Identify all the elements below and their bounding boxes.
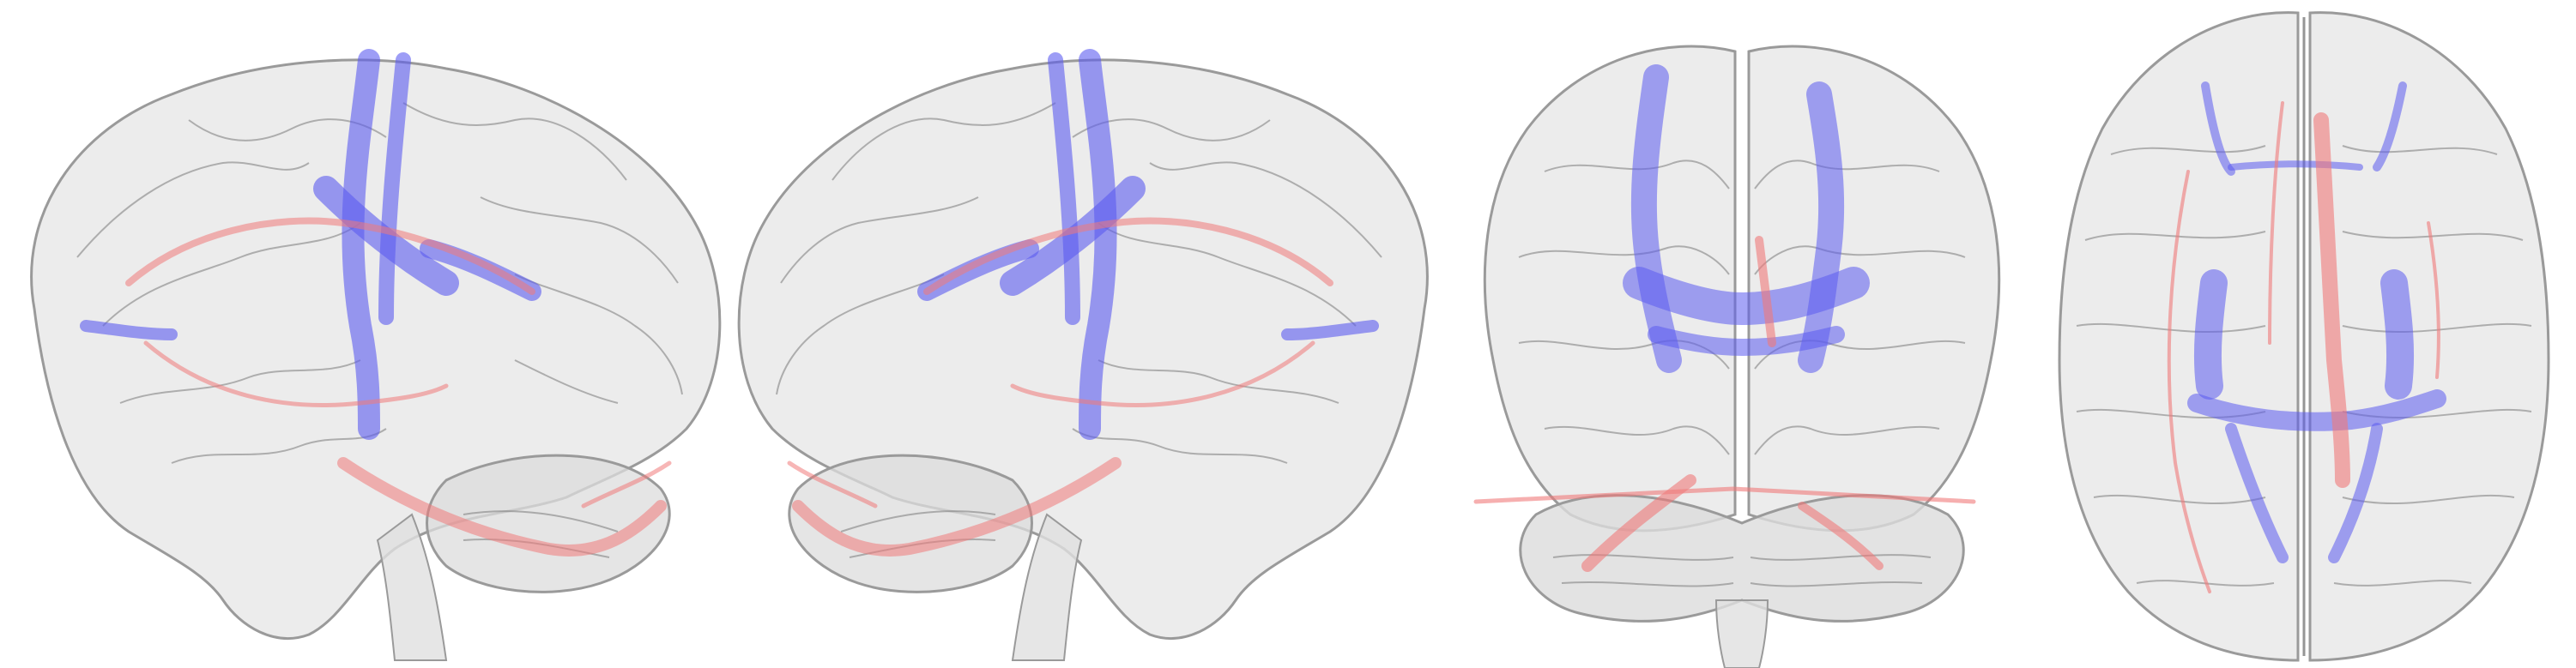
brain-view-right-lateral (729, 0, 1459, 668)
brain-right-lateral-svg (737, 49, 1429, 661)
red-tracts (1473, 236, 1976, 572)
brain-view-posterior (1459, 0, 2025, 668)
blue-tracts (917, 49, 1379, 440)
brain-surface (2058, 11, 2550, 662)
brain-superior-svg (2058, 11, 2550, 662)
left-hemisphere-outline (2058, 11, 2300, 662)
red-tracts (125, 217, 672, 557)
brain-view-superior (2025, 0, 2576, 668)
brainstem-outline (376, 513, 448, 661)
gyri-lines (76, 102, 683, 558)
blue-tracts (1623, 64, 1870, 373)
brainstem-outline (1714, 599, 1769, 668)
brain-posterior-svg (1473, 45, 2001, 668)
gyri-lines (2076, 17, 2532, 656)
red-tracts (2167, 101, 2440, 593)
brainstem-outline (1011, 513, 1083, 661)
blue-tracts (2187, 81, 2446, 563)
right-hemisphere-outline (2308, 11, 2550, 662)
blue-tracts (80, 49, 541, 440)
red-tracts (787, 217, 1333, 557)
brain-surface (1483, 45, 2001, 668)
brain-left-lateral-svg (30, 49, 722, 661)
brain-view-left-lateral (0, 0, 729, 668)
